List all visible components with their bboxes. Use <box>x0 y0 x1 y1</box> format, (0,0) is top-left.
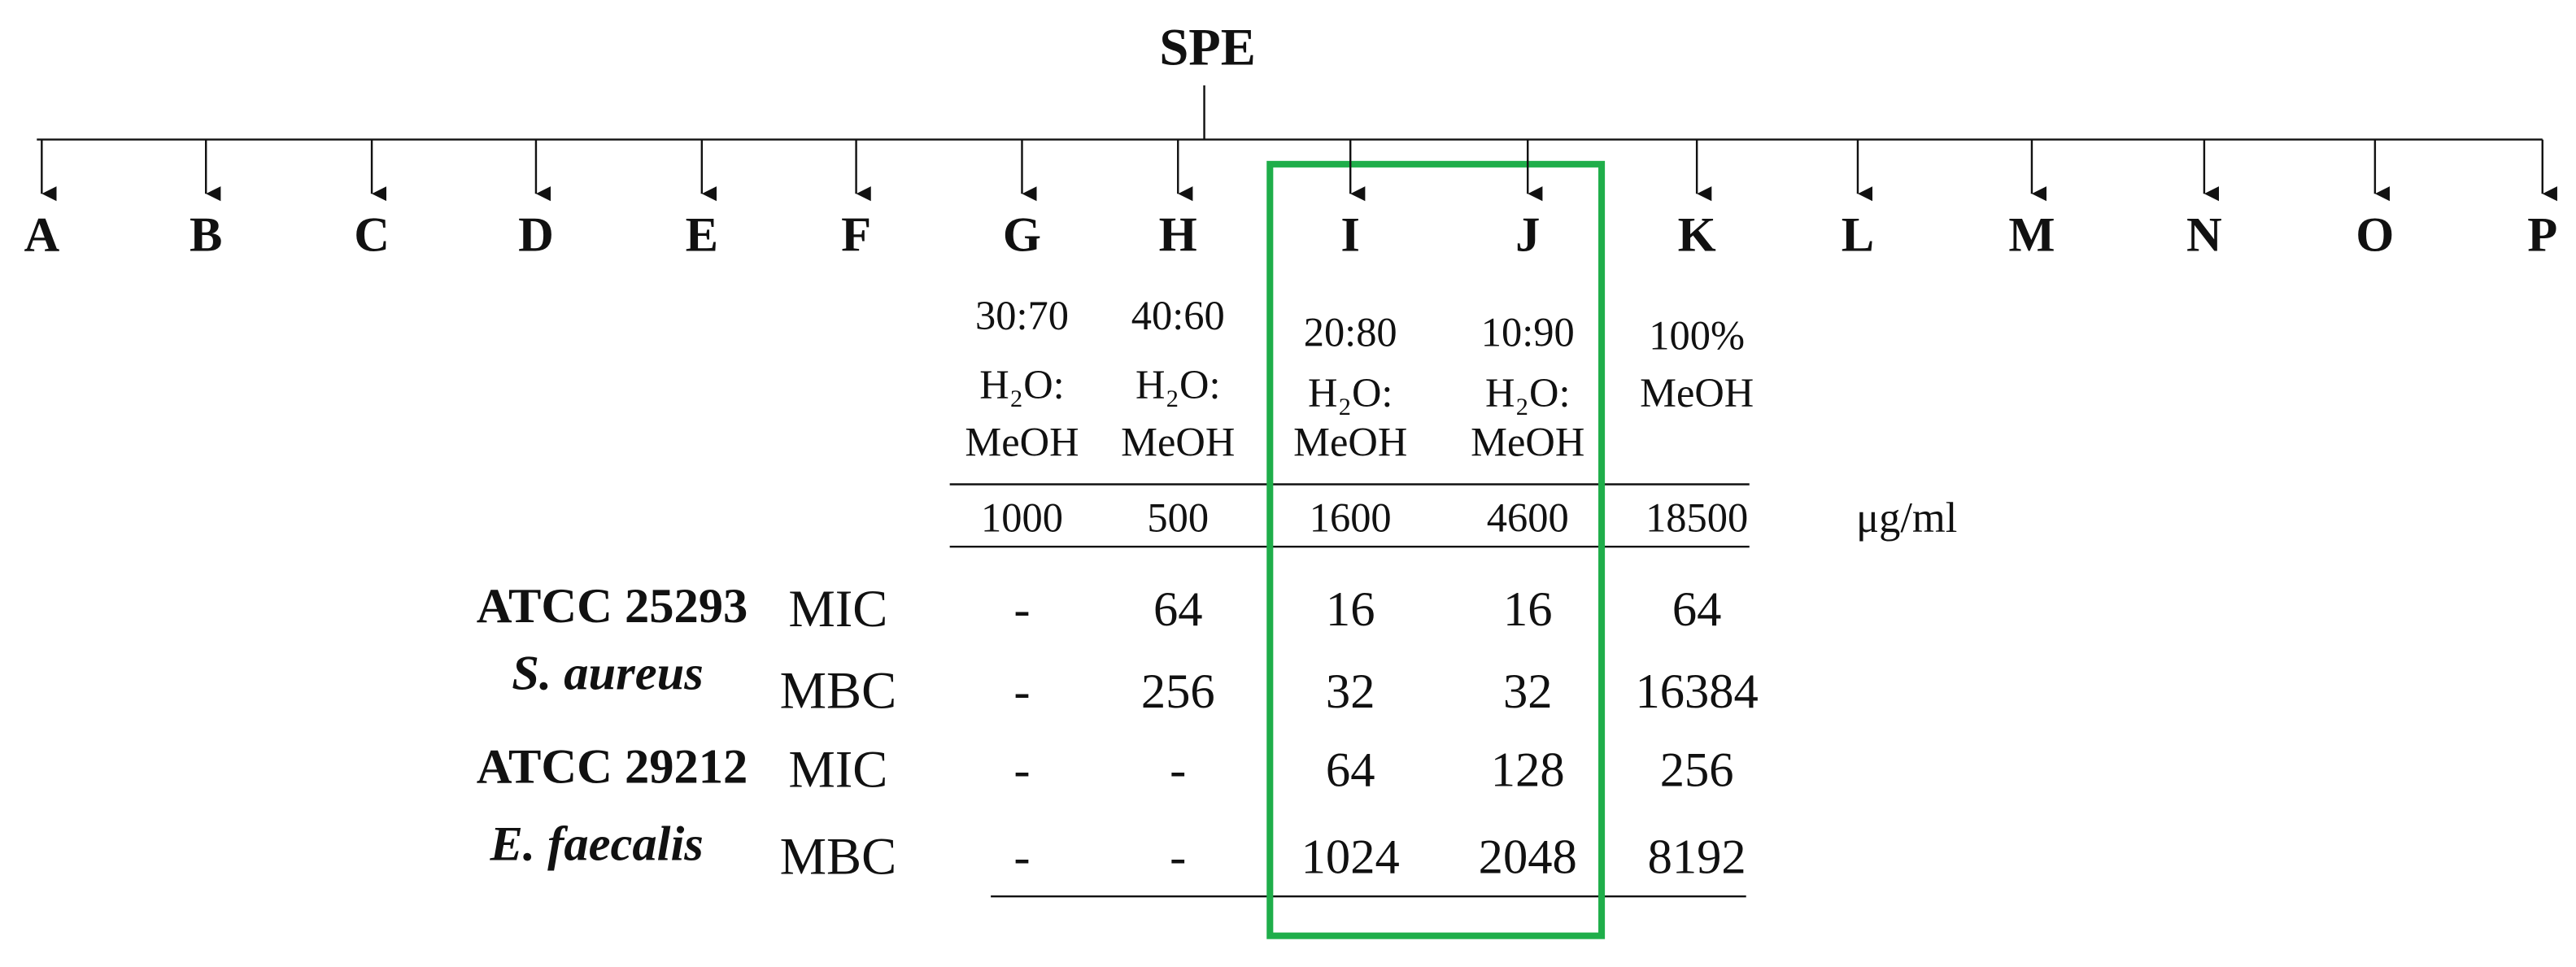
table-value: 128 <box>1491 743 1565 798</box>
title: SPE <box>1159 17 1255 76</box>
solvent-label: 100% <box>1649 312 1745 358</box>
table-value: - <box>1013 830 1030 885</box>
fraction-label: B <box>190 208 222 263</box>
fraction-label: A <box>24 208 59 263</box>
table-value: - <box>1013 664 1030 719</box>
measure-label: MIC <box>788 740 887 799</box>
concentration: 1600 <box>1310 495 1392 541</box>
fraction-label: C <box>354 208 390 263</box>
fraction-label: L <box>1842 208 1874 263</box>
solvent-label: MeOH <box>1121 420 1235 465</box>
fraction-label: F <box>841 208 871 263</box>
table-value: 2048 <box>1479 830 1577 885</box>
measure-label: MBC <box>780 661 897 720</box>
table-value: - <box>1013 582 1030 637</box>
table-value: - <box>1170 830 1186 885</box>
fraction-label: D <box>518 208 554 263</box>
table-value: 16 <box>1326 582 1375 637</box>
concentration: 18500 <box>1645 495 1748 541</box>
strain: ATCC 29212 <box>477 740 748 795</box>
table-value: 64 <box>1153 582 1203 637</box>
fraction-label: I <box>1340 208 1360 263</box>
fraction-label: K <box>1678 208 1716 263</box>
table-value: 256 <box>1660 743 1734 798</box>
concentration: 1000 <box>981 495 1063 541</box>
solvent-label: MeOH <box>1640 370 1754 416</box>
fraction-label: E <box>686 208 718 263</box>
table-value: 32 <box>1326 664 1375 719</box>
table-value: 16384 <box>1635 664 1758 719</box>
fraction-label: J <box>1515 208 1540 263</box>
table-value: 16 <box>1503 582 1553 637</box>
table-value: 8192 <box>1648 830 1746 885</box>
table-value: - <box>1170 743 1186 798</box>
table-value: 1024 <box>1301 830 1400 885</box>
species: E. faecalis <box>490 817 704 872</box>
table-value: 32 <box>1503 664 1553 719</box>
solvent-label: 40:60 <box>1131 293 1225 338</box>
fraction-label: O <box>2356 208 2394 263</box>
measure-label: MBC <box>780 827 897 886</box>
unit: μg/ml <box>1856 494 1957 542</box>
strain: ATCC 25293 <box>477 579 748 634</box>
solvent-label: MeOH <box>1293 420 1407 465</box>
table-value: - <box>1013 743 1030 798</box>
solvent-label: H₂O: <box>979 362 1064 407</box>
concentration: 500 <box>1147 495 1209 541</box>
solvent-label: 20:80 <box>1304 309 1397 355</box>
solvent-label: H₂O: <box>1308 370 1393 416</box>
fraction-label: H <box>1159 208 1197 263</box>
fraction-label: M <box>2008 208 2055 263</box>
measure-label: MIC <box>788 579 887 638</box>
species: S. aureus <box>512 647 704 701</box>
fraction-label: P <box>2527 208 2557 263</box>
concentration: 4600 <box>1487 495 1569 541</box>
table-value: 256 <box>1141 664 1215 719</box>
solvent-label: 30:70 <box>975 293 1069 338</box>
fraction-label: G <box>1003 208 1041 263</box>
table-value: 64 <box>1672 582 1722 637</box>
fraction-label: N <box>2186 208 2222 263</box>
table-value: 64 <box>1326 743 1375 798</box>
solvent-label: MeOH <box>965 420 1079 465</box>
highlight-box <box>1266 160 1606 939</box>
solvent-label: H₂O: <box>1485 370 1570 416</box>
solvent-label: 10:90 <box>1481 309 1575 355</box>
solvent-label: H₂O: <box>1135 362 1220 407</box>
solvent-label: MeOH <box>1471 420 1584 465</box>
